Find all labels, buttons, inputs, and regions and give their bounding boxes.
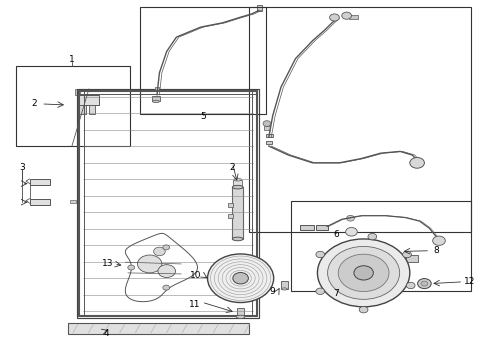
Circle shape <box>417 279 430 289</box>
Ellipse shape <box>232 185 243 189</box>
Circle shape <box>163 285 169 290</box>
Bar <box>30 179 50 185</box>
Text: 12: 12 <box>463 277 474 286</box>
Circle shape <box>353 266 372 280</box>
Bar <box>405 255 417 262</box>
Text: 11: 11 <box>189 300 200 309</box>
Bar <box>316 225 327 230</box>
Bar <box>232 187 243 239</box>
Bar <box>77 95 99 105</box>
Bar <box>77 89 259 318</box>
Bar <box>70 200 76 203</box>
Circle shape <box>359 306 367 313</box>
Circle shape <box>232 273 248 284</box>
Bar <box>233 180 242 186</box>
Text: 13: 13 <box>102 260 113 269</box>
Bar <box>300 225 313 230</box>
Circle shape <box>346 215 354 221</box>
Bar <box>256 5 262 12</box>
Bar <box>249 7 469 232</box>
Circle shape <box>338 254 388 292</box>
Text: 4: 4 <box>103 329 108 338</box>
Circle shape <box>409 157 424 168</box>
Bar <box>228 214 233 217</box>
Bar <box>152 96 160 102</box>
Circle shape <box>317 239 409 307</box>
Text: 5: 5 <box>200 112 205 121</box>
Bar <box>16 66 130 146</box>
Bar <box>266 134 273 137</box>
Text: 3: 3 <box>19 163 24 172</box>
Ellipse shape <box>236 315 244 319</box>
Ellipse shape <box>234 178 241 181</box>
Bar <box>264 126 269 130</box>
Circle shape <box>406 282 414 289</box>
Bar <box>68 323 249 334</box>
Bar <box>140 7 266 114</box>
Circle shape <box>137 255 162 273</box>
Circle shape <box>315 251 324 258</box>
Circle shape <box>345 228 357 236</box>
Bar <box>30 199 50 205</box>
Bar <box>155 87 159 90</box>
Bar <box>236 308 244 317</box>
Text: 10: 10 <box>190 271 201 280</box>
Text: 1: 1 <box>69 55 75 64</box>
Circle shape <box>402 251 410 258</box>
Circle shape <box>367 233 376 240</box>
Circle shape <box>327 246 399 300</box>
Circle shape <box>263 121 270 126</box>
Bar <box>228 203 233 207</box>
Text: 9: 9 <box>269 287 275 296</box>
Bar <box>89 105 95 114</box>
Ellipse shape <box>152 100 159 103</box>
Circle shape <box>420 281 427 286</box>
Text: 8: 8 <box>433 246 439 255</box>
Text: 7: 7 <box>332 289 338 298</box>
Bar <box>266 141 272 144</box>
Circle shape <box>153 247 165 256</box>
Circle shape <box>163 245 169 250</box>
Text: 2: 2 <box>229 163 235 172</box>
Circle shape <box>207 254 273 302</box>
Bar <box>348 15 357 18</box>
Ellipse shape <box>232 237 243 241</box>
Text: 6: 6 <box>332 230 338 239</box>
Circle shape <box>127 265 134 270</box>
Circle shape <box>432 236 445 246</box>
Circle shape <box>329 14 339 21</box>
Ellipse shape <box>281 288 287 290</box>
Bar <box>290 202 469 291</box>
Circle shape <box>315 288 324 294</box>
Bar <box>79 105 85 114</box>
Bar <box>75 89 80 95</box>
Text: 2: 2 <box>32 99 37 108</box>
Circle shape <box>341 12 351 19</box>
Circle shape <box>158 265 175 278</box>
Bar <box>281 281 287 289</box>
